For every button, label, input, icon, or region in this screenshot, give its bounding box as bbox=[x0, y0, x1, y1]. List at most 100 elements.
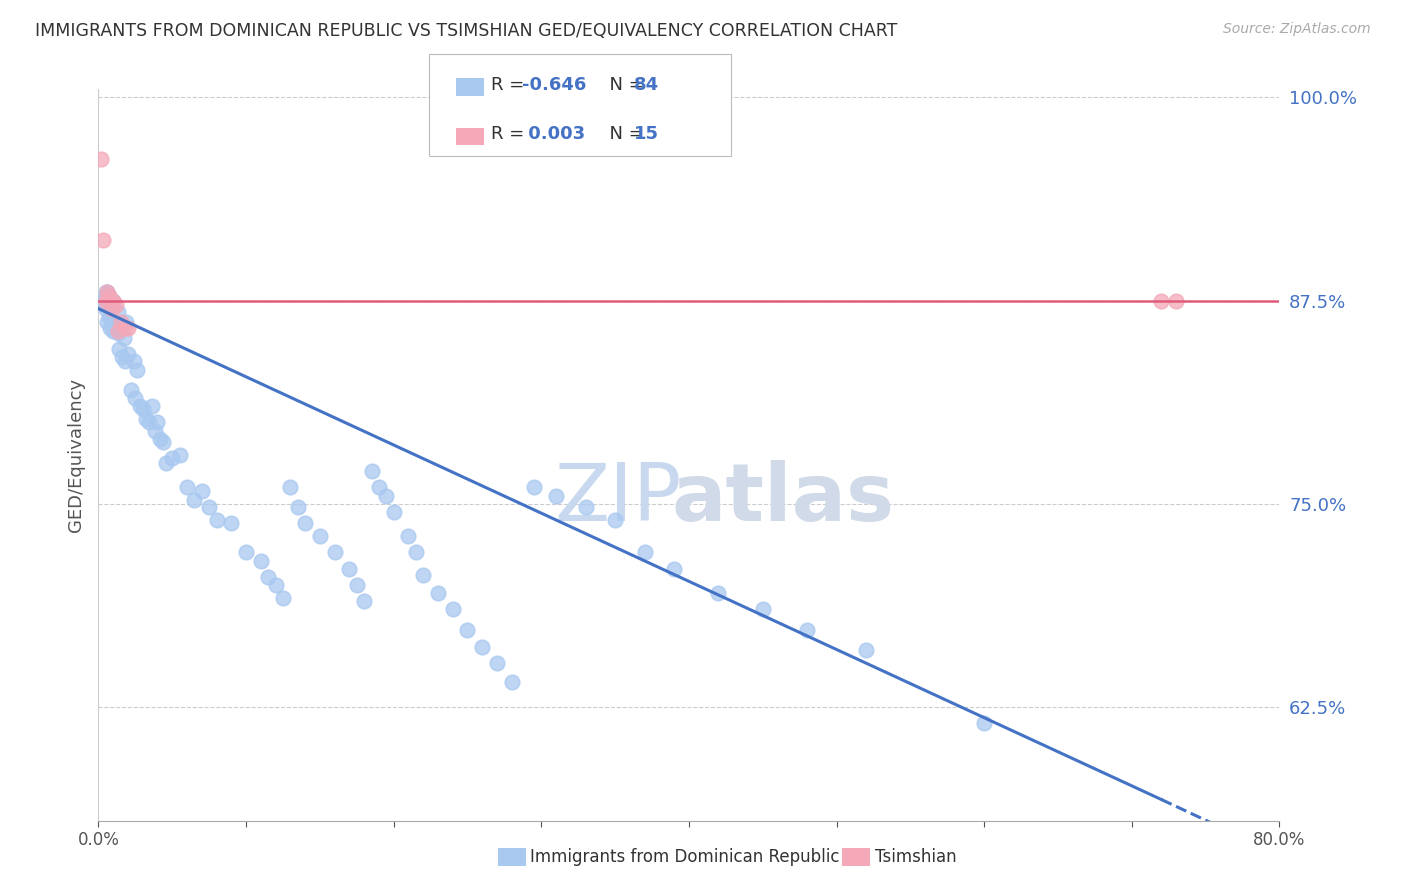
Point bbox=[339, 562, 361, 576]
Point bbox=[205, 513, 228, 527]
Point bbox=[138, 416, 160, 430]
Point bbox=[114, 353, 136, 368]
Text: N =: N = bbox=[598, 76, 650, 94]
Point bbox=[115, 315, 138, 329]
Text: -0.646: -0.646 bbox=[522, 76, 586, 94]
Point bbox=[191, 483, 214, 498]
Point bbox=[107, 326, 129, 340]
Point bbox=[523, 480, 546, 494]
Text: Source: ZipAtlas.com: Source: ZipAtlas.com bbox=[1223, 22, 1371, 37]
Point bbox=[546, 489, 568, 503]
Point bbox=[124, 391, 146, 405]
Point bbox=[294, 516, 316, 531]
Point bbox=[198, 500, 221, 514]
Point bbox=[382, 505, 405, 519]
Point bbox=[100, 315, 122, 329]
Point bbox=[221, 516, 243, 531]
Point bbox=[501, 675, 523, 690]
Point bbox=[114, 321, 136, 335]
Point bbox=[634, 545, 657, 559]
Point bbox=[96, 285, 118, 300]
Point bbox=[96, 315, 118, 329]
Point bbox=[98, 293, 121, 308]
Point bbox=[91, 293, 114, 308]
Text: IMMIGRANTS FROM DOMINICAN REPUBLIC VS TSIMSHIAN GED/EQUIVALENCY CORRELATION CHAR: IMMIGRANTS FROM DOMINICAN REPUBLIC VS TS… bbox=[35, 22, 897, 40]
Text: atlas: atlas bbox=[672, 459, 896, 538]
Point bbox=[94, 301, 117, 316]
Point bbox=[104, 315, 127, 329]
Point bbox=[117, 321, 139, 335]
Text: 0.003: 0.003 bbox=[522, 125, 585, 143]
Point bbox=[120, 383, 142, 397]
Point bbox=[108, 343, 131, 357]
Point bbox=[707, 586, 730, 600]
Point bbox=[664, 562, 686, 576]
Point bbox=[100, 301, 122, 316]
Text: R =: R = bbox=[491, 125, 530, 143]
Point bbox=[398, 529, 420, 543]
Point bbox=[107, 305, 129, 319]
Point bbox=[146, 416, 169, 430]
Point bbox=[264, 578, 287, 592]
Point bbox=[271, 591, 294, 605]
Point bbox=[132, 402, 155, 417]
Point bbox=[97, 288, 120, 302]
Point bbox=[103, 293, 125, 308]
Y-axis label: GED/Equivalency: GED/Equivalency bbox=[66, 378, 84, 532]
Text: Immigrants from Dominican Republic: Immigrants from Dominican Republic bbox=[530, 848, 839, 866]
Point bbox=[97, 310, 120, 324]
Point bbox=[1150, 293, 1173, 308]
Point bbox=[97, 288, 120, 302]
Point bbox=[323, 545, 346, 559]
Text: 15: 15 bbox=[634, 125, 659, 143]
Text: 84: 84 bbox=[634, 76, 659, 94]
Point bbox=[91, 233, 114, 247]
Point bbox=[471, 640, 494, 654]
Point bbox=[135, 412, 157, 426]
Point bbox=[1166, 293, 1188, 308]
Point bbox=[176, 480, 198, 494]
Point bbox=[441, 602, 464, 616]
Point bbox=[103, 325, 125, 339]
Point bbox=[117, 347, 139, 361]
Point bbox=[96, 285, 118, 300]
Point bbox=[405, 545, 427, 559]
Point bbox=[309, 529, 332, 543]
Point bbox=[353, 594, 375, 608]
Point bbox=[368, 480, 391, 494]
Point bbox=[250, 553, 273, 567]
Point bbox=[105, 321, 128, 335]
Text: Tsimshian: Tsimshian bbox=[875, 848, 956, 866]
Point bbox=[375, 489, 398, 503]
Point bbox=[152, 434, 174, 449]
Point bbox=[169, 448, 191, 462]
Point bbox=[162, 451, 183, 466]
Point bbox=[427, 586, 450, 600]
Point bbox=[257, 570, 280, 584]
Point bbox=[287, 500, 309, 514]
Point bbox=[98, 293, 121, 308]
Point bbox=[752, 602, 775, 616]
Text: N =: N = bbox=[598, 125, 650, 143]
Point bbox=[111, 351, 134, 365]
Point bbox=[412, 568, 434, 582]
Point bbox=[183, 493, 205, 508]
Point bbox=[128, 399, 150, 413]
Point bbox=[457, 624, 479, 638]
Point bbox=[112, 331, 135, 345]
Point bbox=[235, 545, 257, 559]
Point bbox=[575, 500, 598, 514]
Point bbox=[155, 456, 177, 470]
Point bbox=[280, 480, 302, 494]
Point bbox=[486, 656, 509, 670]
Point bbox=[346, 578, 368, 592]
Point bbox=[605, 513, 627, 527]
Point bbox=[360, 464, 382, 478]
Point bbox=[149, 432, 172, 446]
Point bbox=[103, 293, 125, 308]
Point bbox=[973, 716, 995, 731]
Point bbox=[122, 353, 145, 368]
Text: R =: R = bbox=[491, 76, 530, 94]
Point bbox=[105, 298, 128, 312]
Point bbox=[125, 363, 148, 377]
